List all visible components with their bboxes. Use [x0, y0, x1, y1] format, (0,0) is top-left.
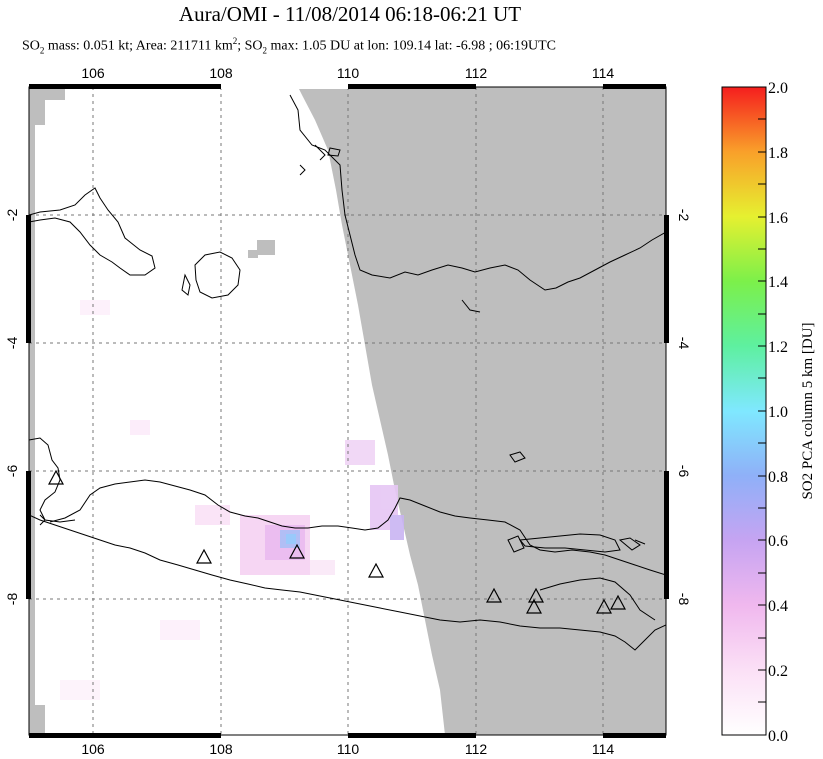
no-data-region-west — [29, 87, 65, 735]
lat-label-right: -4 — [676, 337, 692, 350]
lon-label-bottom: 114 — [592, 741, 615, 757]
volcano-icon — [367, 562, 385, 578]
colorbar-label: 0.2 — [768, 663, 788, 680]
no-data-patch — [257, 240, 275, 255]
volcano-markers — [47, 469, 627, 614]
coastlines — [29, 94, 666, 651]
graticule — [29, 87, 666, 735]
lon-label-top: 112 — [465, 65, 488, 81]
colorbar-label: 0.8 — [768, 469, 788, 486]
volcano-icon — [195, 548, 213, 564]
axis-bars — [26, 84, 669, 738]
colorbar-label: 1.4 — [768, 274, 788, 291]
map-area — [29, 87, 666, 735]
lon-label-top: 108 — [209, 65, 233, 81]
lat-label-right: -6 — [676, 465, 692, 478]
so2-signal — [60, 300, 404, 700]
colorbar-label: 1.8 — [768, 145, 788, 162]
colorbar-title: SO2 PCA column 5 km [DU] — [800, 322, 816, 499]
colorbar-labels: 2.0 1.8 1.6 1.4 1.2 1.0 0.8 0.6 0.4 0.2 … — [768, 80, 788, 745]
lon-label-top: 106 — [81, 65, 105, 81]
lat-label-right: -2 — [676, 209, 692, 222]
colorbar-label: 1.6 — [768, 210, 788, 227]
colorbar-label: 2.0 — [768, 80, 788, 97]
lon-label-bottom: 110 — [337, 741, 360, 757]
colorbar-label: 0.0 — [768, 728, 788, 745]
volcano-icon — [609, 594, 627, 610]
lon-label-bottom: 112 — [465, 741, 488, 757]
colorbar-label: 0.4 — [768, 598, 788, 615]
volcano-icon — [525, 598, 543, 614]
volcano-icon — [288, 543, 306, 559]
lon-label-top: 114 — [592, 65, 615, 81]
map-subtitle: SO2 mass: 0.051 kt; Area: 211711 km2; SO… — [22, 36, 556, 56]
lat-label-left: -8 — [4, 593, 20, 606]
lon-label-bottom: 108 — [209, 741, 233, 757]
lat-label-left: -6 — [4, 465, 20, 478]
no-data-region-east — [298, 87, 666, 735]
colorbar-ticks — [758, 118, 766, 703]
lat-label-left: -2 — [4, 209, 20, 222]
colorbar-label: 0.6 — [768, 533, 788, 550]
volcano-icon — [527, 587, 545, 603]
lat-label-left: -4 — [4, 337, 20, 350]
lon-label-bottom: 106 — [81, 741, 105, 757]
map-title: Aura/OMI - 11/08/2014 06:18-06:21 UT — [178, 2, 522, 26]
lat-label-right: -8 — [676, 593, 692, 606]
lon-label-top: 110 — [337, 65, 360, 81]
lat-labels-right: -2 -4 -6 -8 — [676, 209, 692, 606]
lat-labels-left: -2 -4 -6 -8 — [4, 209, 20, 606]
volcano-icon — [485, 587, 503, 603]
lon-labels: 106 108 110 112 114 106 108 110 112 114 — [81, 65, 614, 757]
volcano-icon — [47, 469, 65, 485]
colorbar-label: 1.2 — [768, 339, 788, 356]
colorbar-label: 1.0 — [768, 404, 788, 421]
volcano-icon — [595, 598, 613, 614]
